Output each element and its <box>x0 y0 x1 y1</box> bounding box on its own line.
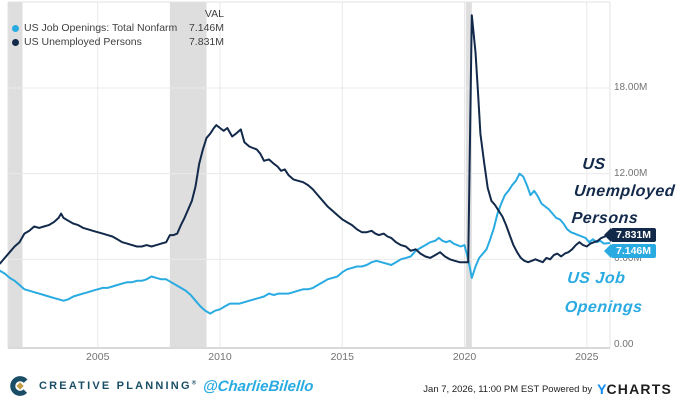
x-tick-label: 2010 <box>208 351 232 363</box>
brand-name: CREATIVE PLANNING® <box>39 380 197 392</box>
legend-item-job-openings: US Job Openings: Total Nonfarm 7.146M <box>8 21 224 35</box>
legend-label-unemployed: US Unemployed Persons <box>24 36 142 48</box>
legend-val-header: VAL <box>204 8 224 20</box>
timestamp: Jan 7, 2026, 11:00 PM EST <box>423 383 540 395</box>
y-tick-label: 0.00 <box>614 339 634 350</box>
series-dot-job-openings-icon <box>12 24 19 32</box>
footer: CREATIVE PLANNING® @CharlieBilello Jan 7… <box>0 365 680 410</box>
line-chart <box>0 1 611 349</box>
legend: VAL US Job Openings: Total Nonfarm 7.146… <box>8 8 224 49</box>
annotation-line: US Job <box>566 270 627 287</box>
registered-mark: ® <box>191 380 197 387</box>
brand-group: CREATIVE PLANNING® @CharlieBilello <box>10 375 314 397</box>
y-tick-label: 18.00M <box>614 82 648 93</box>
annotation-line: US <box>581 156 607 173</box>
legend-item-unemployed: US Unemployed Persons 7.831M <box>8 35 224 49</box>
annotation-line: Openings <box>563 299 644 316</box>
x-tick-label: 2005 <box>86 351 110 363</box>
legend-value-unemployed: 7.831M <box>188 36 224 48</box>
y-tick-label: 12.00M <box>614 167 648 179</box>
x-tick-label: 2020 <box>452 351 477 363</box>
y-tick-label: 6.00M <box>614 253 642 265</box>
powered-by-label: Powered by <box>541 383 593 395</box>
series-dot-unemployed-icon <box>12 38 19 46</box>
creative-planning-logo-icon <box>10 376 30 396</box>
author-handle: @CharlieBilello <box>202 377 315 395</box>
ycharts-logo: YCHARTS <box>597 381 672 397</box>
end-value-badge-job-openings: 7.146M <box>604 244 656 258</box>
attribution: Jan 7, 2026, 11:00 PM EST Powered by YCH… <box>423 381 672 397</box>
legend-value-job-openings: 7.146M <box>188 22 224 34</box>
x-tick-label: 2025 <box>575 351 599 363</box>
x-tick-label: 2015 <box>330 351 354 363</box>
annotation-unemployed-persons: US Unemployed Persons <box>570 151 678 232</box>
end-value-badge-unemployed: 7.831M <box>604 228 656 242</box>
annotation-line: Unemployed <box>573 183 676 200</box>
annotation-job-openings: US Job Openings <box>563 264 646 322</box>
legend-label-job-openings: US Job Openings: Total Nonfarm <box>24 22 178 34</box>
chart-area: VAL US Job Openings: Total Nonfarm 7.146… <box>0 1 678 363</box>
